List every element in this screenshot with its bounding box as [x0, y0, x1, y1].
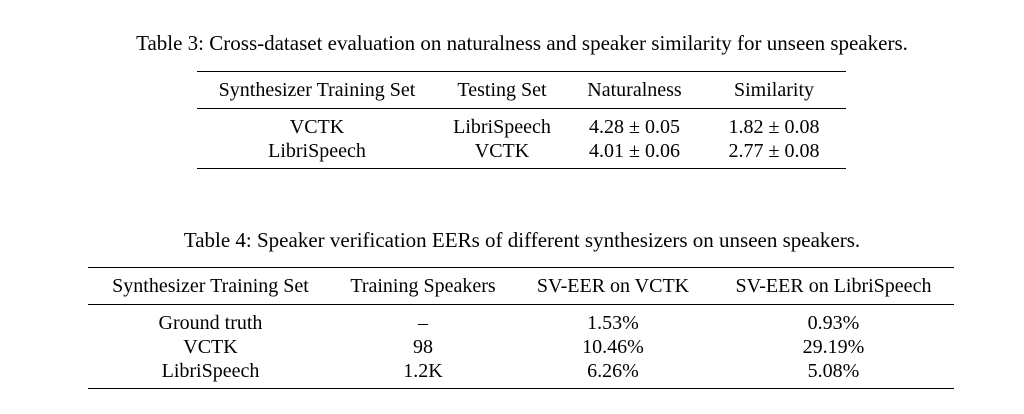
table3-cell: 1.82 ± 0.08	[728, 116, 820, 138]
table4-cell: 10.46%	[582, 336, 644, 358]
table4-cell: LibriSpeech	[161, 360, 260, 382]
table4-header-row: Synthesizer Training Set Training Speake…	[88, 267, 954, 305]
table4-header-synthesizer-training-set: Synthesizer Training Set	[88, 267, 333, 305]
table4-cell: 1.2K	[403, 360, 443, 382]
table4-cell: VCTK	[183, 336, 238, 358]
table3-header-naturalness: Naturalness	[567, 71, 702, 109]
table3-header-similarity: Similarity	[702, 71, 846, 109]
table3-cell: VCTK	[474, 140, 530, 162]
table3-cell: VCTK	[289, 116, 345, 138]
table3-cell: 4.28 ± 0.05	[589, 116, 680, 138]
table-row: Ground truth – 1.53% 0.93%	[88, 305, 954, 336]
table3-header-row: Synthesizer Training Set Testing Set Nat…	[197, 71, 846, 109]
table4-header-sv-eer-vctk: SV-EER on VCTK	[513, 267, 713, 305]
table4-cell: 29.19%	[802, 336, 865, 358]
table4-header-training-speakers: Training Speakers	[333, 267, 513, 305]
table-row: VCTK LibriSpeech 4.28 ± 0.05 1.82 ± 0.08	[197, 109, 846, 140]
table-row: LibriSpeech VCTK 4.01 ± 0.06 2.77 ± 0.08	[197, 139, 846, 169]
table3-cell: LibriSpeech	[268, 140, 366, 162]
table4-cell: –	[418, 312, 428, 334]
table3-header-testing-set: Testing Set	[437, 71, 567, 109]
table3-caption: Table 3: Cross-dataset evaluation on nat…	[136, 31, 908, 55]
table4-cell: 1.53%	[587, 312, 639, 334]
table-row: VCTK 98 10.46% 29.19%	[88, 335, 954, 359]
table4-header-sv-eer-librispeech: SV-EER on LibriSpeech	[713, 267, 954, 305]
table4-cell: 6.26%	[587, 360, 639, 382]
table4: Synthesizer Training Set Training Speake…	[88, 267, 954, 389]
table-row: LibriSpeech 1.2K 6.26% 5.08%	[88, 359, 954, 389]
table3-header-synthesizer-training-set: Synthesizer Training Set	[197, 71, 437, 109]
table3-cell: 2.77 ± 0.08	[728, 140, 820, 162]
table4-cell: 0.93%	[807, 312, 860, 334]
table4-cell: 5.08%	[807, 360, 860, 382]
table4-cell: Ground truth	[158, 312, 263, 334]
table3: Synthesizer Training Set Testing Set Nat…	[197, 71, 846, 169]
table3-cell: LibriSpeech	[453, 116, 551, 138]
table4-caption: Table 4: Speaker verification EERs of di…	[183, 228, 861, 252]
table4-cell: 98	[413, 336, 433, 358]
table3-cell: 4.01 ± 0.06	[589, 140, 680, 162]
